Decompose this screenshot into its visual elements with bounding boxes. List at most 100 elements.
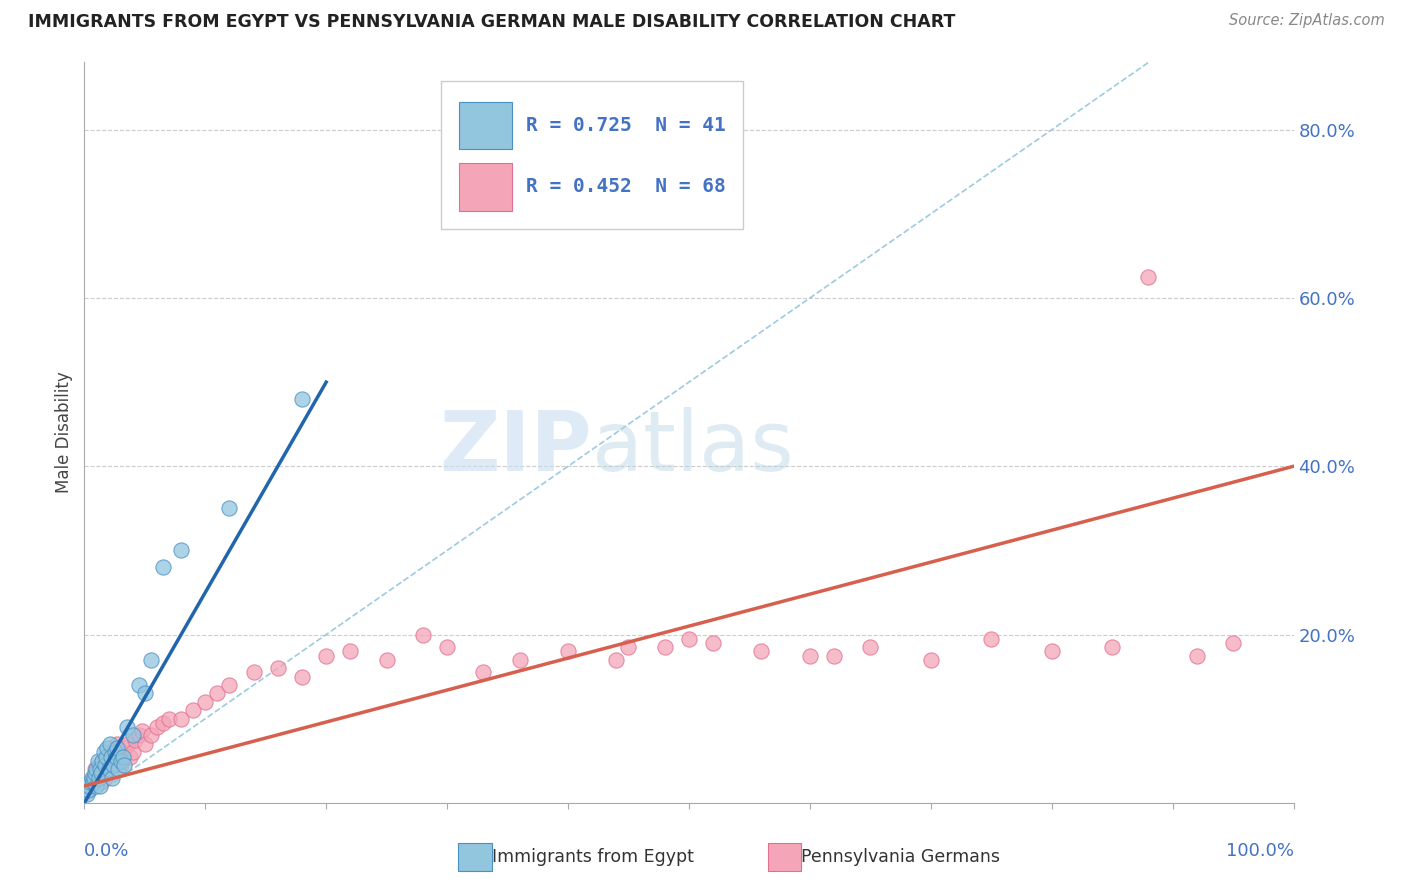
Text: ZIP: ZIP <box>440 407 592 488</box>
Point <box>110 758 132 772</box>
Point <box>152 715 174 730</box>
Point <box>678 632 700 646</box>
Point <box>112 758 135 772</box>
Point <box>112 745 135 759</box>
Point <box>605 653 627 667</box>
Point <box>121 729 143 743</box>
Point <box>94 758 117 772</box>
Point <box>509 653 531 667</box>
Point <box>339 644 361 658</box>
Point <box>76 788 98 802</box>
Point <box>139 653 162 667</box>
Point <box>375 653 398 667</box>
Text: Source: ZipAtlas.com: Source: ZipAtlas.com <box>1229 13 1385 29</box>
Point <box>412 627 434 641</box>
Point <box>100 749 122 764</box>
Point <box>87 771 110 785</box>
Text: Pennsylvania Germans: Pennsylvania Germans <box>801 848 1001 866</box>
Point <box>107 762 129 776</box>
Point <box>86 766 108 780</box>
Point <box>90 766 112 780</box>
Point <box>93 758 115 772</box>
Point <box>980 632 1002 646</box>
Point <box>291 670 314 684</box>
Point <box>77 779 100 793</box>
Point <box>94 749 117 764</box>
Point <box>112 749 135 764</box>
Point <box>1137 270 1160 285</box>
Point <box>1101 640 1123 655</box>
Point <box>98 745 121 759</box>
Point <box>105 737 128 751</box>
Point <box>83 771 105 785</box>
Point <box>267 661 290 675</box>
Point <box>89 762 111 776</box>
Point <box>207 686 229 700</box>
Point <box>76 783 98 797</box>
Point <box>101 758 124 772</box>
Point <box>80 771 103 785</box>
Point <box>436 640 458 655</box>
Point <box>291 392 314 406</box>
Point <box>103 758 125 772</box>
Point <box>1222 636 1244 650</box>
Point <box>121 745 143 759</box>
Point <box>157 712 180 726</box>
Point <box>134 737 156 751</box>
Point <box>134 686 156 700</box>
Point <box>105 741 128 756</box>
Point <box>96 762 118 776</box>
Point <box>89 779 111 793</box>
Text: R = 0.452  N = 68: R = 0.452 N = 68 <box>526 178 725 196</box>
Point <box>79 774 101 789</box>
Point <box>557 644 579 658</box>
Point <box>799 648 821 663</box>
Y-axis label: Male Disability: Male Disability <box>55 372 73 493</box>
Point <box>104 745 127 759</box>
Point <box>117 737 139 751</box>
Text: 100.0%: 100.0% <box>1226 842 1294 860</box>
FancyBboxPatch shape <box>460 163 512 211</box>
Point <box>920 653 942 667</box>
Point <box>823 648 845 663</box>
Point <box>146 720 169 734</box>
Point <box>86 779 108 793</box>
Point <box>96 741 118 756</box>
Point <box>97 762 120 776</box>
Text: R = 0.725  N = 41: R = 0.725 N = 41 <box>526 116 725 135</box>
Point <box>77 783 100 797</box>
Point <box>104 741 127 756</box>
Point <box>617 640 640 655</box>
Point <box>170 712 193 726</box>
Point <box>94 754 117 768</box>
Point <box>100 749 122 764</box>
Point <box>128 729 150 743</box>
Point <box>194 695 217 709</box>
Point <box>152 560 174 574</box>
Text: Immigrants from Egypt: Immigrants from Egypt <box>492 848 695 866</box>
Point <box>315 648 337 663</box>
Point <box>87 758 110 772</box>
Point <box>91 754 114 768</box>
Point <box>97 754 120 768</box>
Point <box>115 720 138 734</box>
Point <box>472 665 495 680</box>
Point <box>751 644 773 658</box>
Point <box>128 678 150 692</box>
Point <box>107 749 129 764</box>
Point <box>101 771 124 785</box>
Point <box>83 771 105 785</box>
Point <box>702 636 724 650</box>
Point <box>218 501 240 516</box>
Point <box>859 640 882 655</box>
Text: atlas: atlas <box>592 407 794 488</box>
FancyBboxPatch shape <box>460 102 512 149</box>
Point <box>86 762 108 776</box>
Point <box>80 774 103 789</box>
Point <box>1040 644 1063 658</box>
Point <box>90 774 112 789</box>
Point <box>218 678 240 692</box>
Point <box>654 640 676 655</box>
Point <box>139 729 162 743</box>
Point <box>93 745 115 759</box>
